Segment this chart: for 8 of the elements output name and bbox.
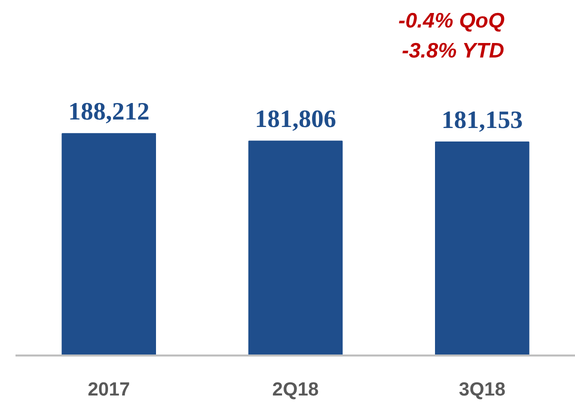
x-tick-label: 2017 bbox=[88, 380, 130, 400]
text: -3.8% YTD bbox=[402, 40, 504, 63]
x-tick-label: 2Q18 bbox=[272, 380, 319, 400]
data-label: 181,806 bbox=[254, 106, 336, 134]
text: -0.4% QoQ bbox=[398, 9, 505, 32]
data-label: 181,153 bbox=[442, 106, 523, 134]
x-tick-label: 3Q18 bbox=[458, 380, 506, 400]
data-label: 188,212 bbox=[68, 98, 150, 126]
